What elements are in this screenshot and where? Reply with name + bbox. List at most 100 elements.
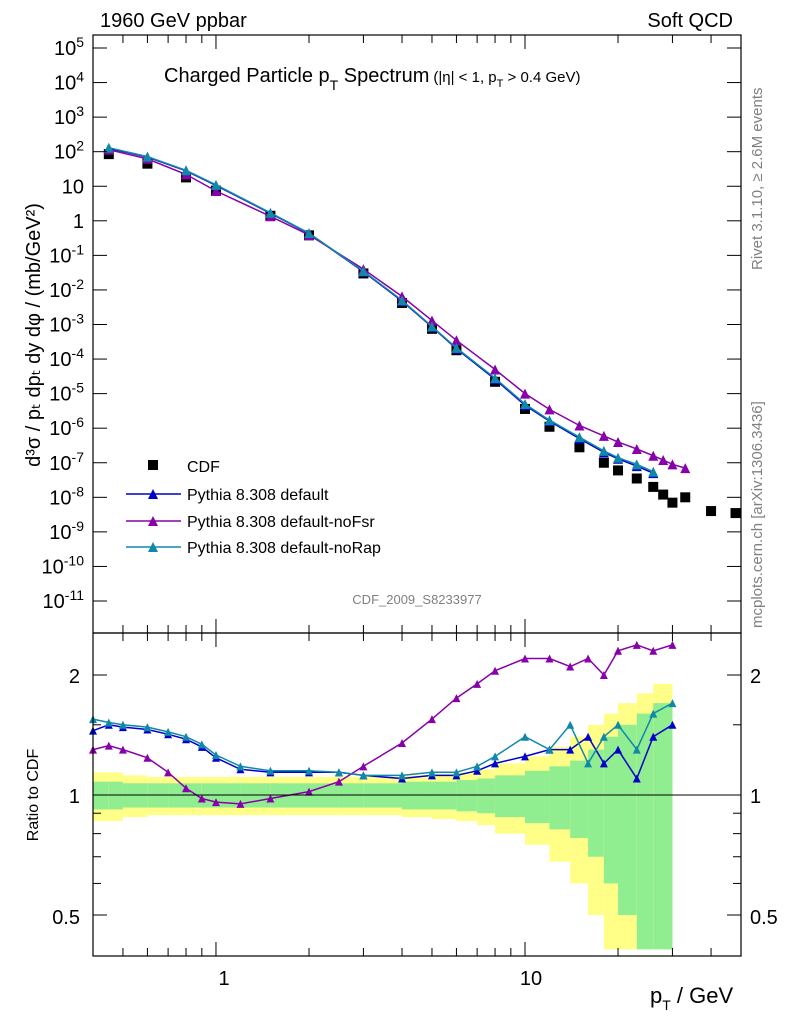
band-inner-segment	[456, 780, 478, 812]
ratio-point	[545, 654, 554, 663]
legend-label-norap: Pythia 8.308 default-noRap	[187, 540, 381, 557]
y-tick-label: 10-5	[49, 380, 84, 406]
ratio-point	[566, 745, 575, 754]
y-tick-label: 1	[73, 211, 84, 233]
ratio-point	[452, 768, 461, 777]
analysis-id-label: CDF_2009_S8233977	[352, 592, 481, 607]
ratio-point	[104, 718, 113, 727]
legend: CDF Pythia 8.308 default Pythia 8.308 de…	[126, 459, 381, 557]
ratio-point	[104, 741, 113, 750]
ratio-point	[452, 694, 461, 703]
main-point	[680, 463, 691, 474]
y-tick-label: 10-11	[43, 587, 85, 613]
main-point	[613, 436, 624, 447]
main-point	[544, 415, 555, 426]
y-tick-label: 105	[54, 34, 84, 60]
ratio-point	[182, 784, 191, 793]
main-point	[598, 430, 609, 441]
legend-marker-nofsr	[148, 516, 158, 526]
ratio-point	[584, 732, 593, 741]
main-point-cdf	[730, 508, 741, 519]
ratio-point	[473, 762, 482, 771]
y-tick-label: 10-4	[49, 345, 84, 371]
ratio-point	[614, 745, 623, 754]
source-label: mcplots.cern.ch [arXiv:1306.3436]	[749, 401, 766, 628]
legend-label-default: Pythia 8.308 default	[187, 487, 329, 504]
y-tick-label: 10-9	[49, 518, 84, 544]
y-tick-label: 10-1	[49, 241, 84, 267]
main-point	[451, 335, 462, 346]
main-point-cdf	[574, 442, 585, 453]
ratio-point	[143, 723, 152, 732]
main-point-cdf	[613, 465, 624, 476]
process-label: Soft QCD	[647, 10, 733, 32]
ratio-point	[334, 777, 343, 786]
ratio-point	[305, 766, 313, 775]
ratio-point	[649, 709, 658, 718]
band-inner-segment	[549, 766, 571, 830]
ratio-point	[566, 662, 575, 671]
band-inner-segment	[108, 781, 123, 810]
main-point-cdf	[648, 481, 659, 492]
legend-marker-default	[148, 489, 158, 499]
ratio-point	[668, 640, 677, 649]
ratio-point	[599, 759, 608, 768]
main-point	[210, 185, 221, 196]
main-series-group	[103, 142, 741, 519]
plot-title: Charged Particle pT Spectrum (|η| < 1, pT…	[164, 65, 580, 93]
main-point-cdf	[706, 506, 717, 517]
main-point	[613, 452, 624, 463]
ratio-point	[236, 799, 245, 808]
ratio-point	[649, 646, 658, 655]
ratio-point	[584, 654, 593, 663]
ratio-point	[599, 671, 608, 679]
band-inner-segment	[588, 749, 604, 857]
ratio-point	[614, 646, 623, 655]
x-tick-label-1: 1	[218, 968, 229, 990]
band-inner-segment	[653, 703, 673, 950]
main-point-cdf	[680, 492, 691, 503]
main-point	[265, 207, 276, 218]
main-point	[103, 142, 114, 153]
x-tick-label-10: 10	[520, 968, 542, 990]
ratio-point	[545, 745, 554, 754]
main-point	[648, 450, 659, 461]
band-inner-segment	[93, 781, 109, 810]
ratio-point	[143, 753, 152, 762]
ratio-point	[668, 720, 677, 729]
band-inner-segment	[570, 760, 589, 839]
ratio-point	[473, 766, 482, 775]
ratio-point	[211, 750, 220, 759]
ratio-point	[491, 759, 500, 768]
ratio-point	[491, 752, 500, 761]
band-inner-segment	[402, 781, 432, 810]
rivet-version-label: Rivet 3.1.10, ≥ 2.6M events	[749, 88, 766, 271]
main-point	[490, 373, 501, 384]
main-point	[520, 388, 530, 399]
main-point	[648, 466, 659, 477]
band-inner-segment	[477, 778, 496, 814]
legend-label-cdf: CDF	[187, 459, 220, 476]
ratio-point	[614, 720, 623, 729]
beam-label: 1960 GeV ppbar	[100, 10, 247, 32]
ratio-point	[118, 720, 127, 729]
band-inner-segment	[636, 713, 654, 950]
ratio-point	[521, 732, 529, 741]
band-inner-segment	[603, 736, 619, 884]
ratio-point	[236, 762, 245, 771]
main-y-tick-labels: 10510410310210110-110-210-310-410-510-61…	[42, 34, 85, 613]
main-point	[181, 165, 192, 176]
y-tick-label: 10-8	[49, 483, 84, 509]
y-tick-label: 10-6	[49, 414, 84, 440]
ratio-point	[211, 798, 220, 807]
ratio-tick-right-2: 2	[750, 666, 761, 688]
ratio-point	[599, 732, 608, 741]
main-y-axis-label: d³σ / pₜ dpₜ dy dφ / (mb/GeV²)	[23, 203, 45, 467]
main-line-1	[108, 147, 654, 474]
main-point	[598, 445, 609, 456]
ratio-uncertainty-band	[93, 683, 673, 950]
ratio-point	[584, 759, 593, 768]
ratio-series-group	[89, 640, 677, 808]
band-inner-segment	[495, 775, 525, 818]
main-point-cdf	[631, 473, 642, 484]
